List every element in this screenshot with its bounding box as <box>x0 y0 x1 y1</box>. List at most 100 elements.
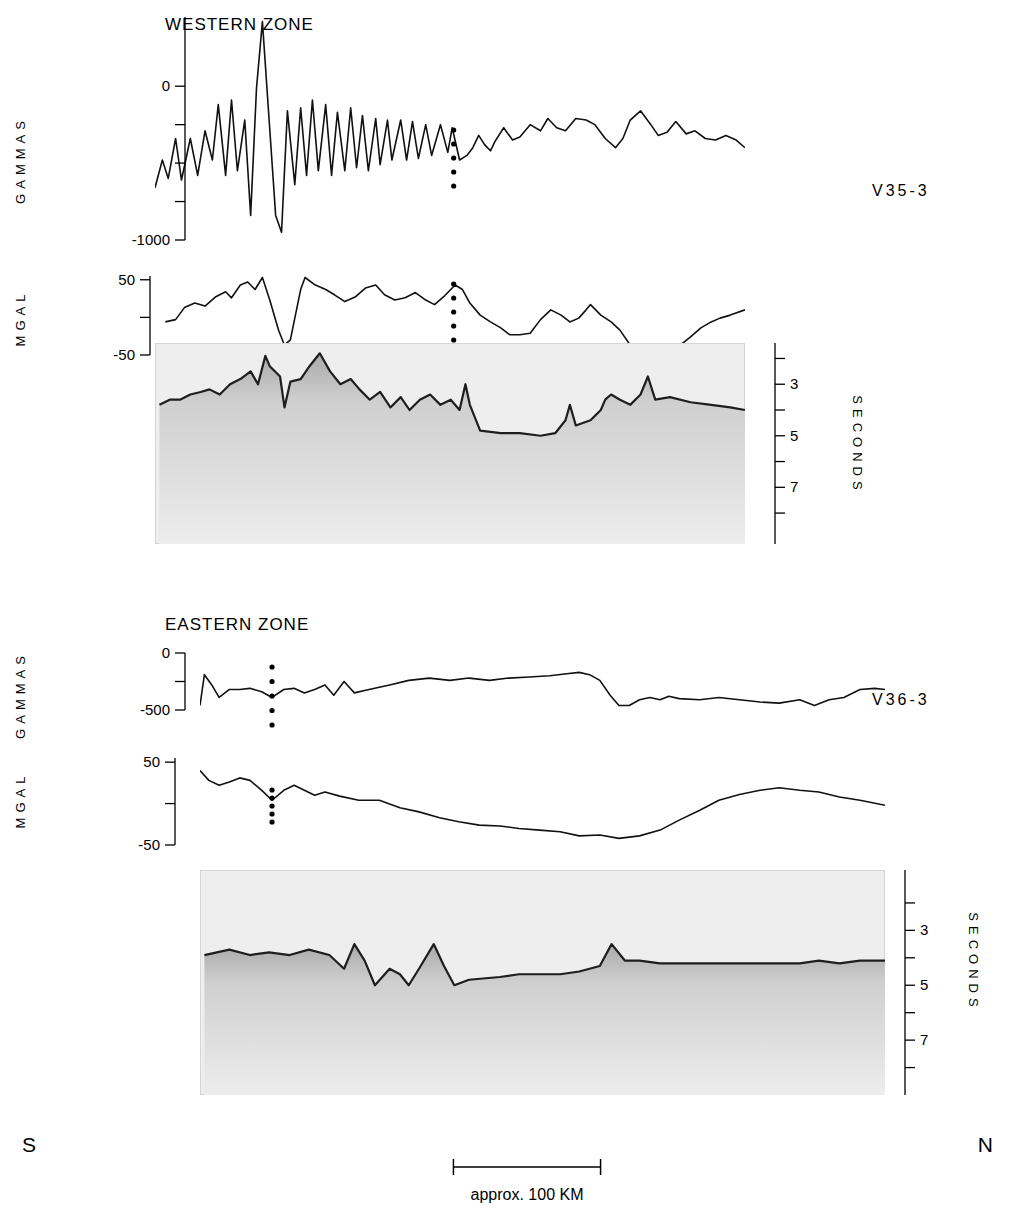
tick <box>165 761 175 762</box>
tick-label: 50 <box>118 271 135 288</box>
plot-area <box>200 672 885 705</box>
seismic-section <box>155 343 745 544</box>
boundary-dot <box>451 127 456 132</box>
boundary-dot <box>269 795 274 800</box>
axis-title: GAMMAS <box>13 651 28 739</box>
minor-tick <box>775 512 785 513</box>
tick-label: -1000 <box>132 231 170 248</box>
plot-area <box>200 770 885 838</box>
boundary-dot <box>451 295 456 300</box>
direction-label: S <box>22 1133 36 1156</box>
tick-label: 50 <box>143 753 160 770</box>
boundary-dot <box>269 722 274 727</box>
tick-label: -50 <box>113 346 135 363</box>
axis-title: GAMMAS <box>13 116 28 204</box>
y-axis: 3 5 7 <box>775 343 798 544</box>
minor-tick <box>775 409 785 410</box>
minor-tick <box>905 1012 915 1013</box>
axis-line <box>904 870 905 1095</box>
boundary-dot <box>451 141 456 146</box>
minor-tick <box>905 957 915 958</box>
y-axis: 0-500 <box>140 644 185 718</box>
panel: 0 -1000 GAMMAS WESTERN ZONE V35-3 <box>13 15 929 248</box>
tick <box>905 930 915 931</box>
axis-line <box>149 276 150 355</box>
tick <box>775 435 785 436</box>
minor-tick <box>775 358 785 359</box>
minor-tick <box>775 461 785 462</box>
sea-floor-reflector <box>159 353 745 435</box>
tick <box>175 652 185 653</box>
plot-area <box>155 22 745 233</box>
tick <box>165 844 175 845</box>
y-axis: 50 -50 <box>113 271 150 363</box>
sediment-area <box>159 353 745 544</box>
boundary-dot <box>269 819 274 824</box>
boundary-dot <box>451 337 456 342</box>
boundary-dot <box>269 787 274 792</box>
tick-label: 5 <box>790 427 798 444</box>
tick-label: 0 <box>162 644 170 661</box>
zone-title: EASTERN ZONE <box>165 615 309 634</box>
plot-area <box>155 343 745 544</box>
tick-label: -50 <box>138 836 160 853</box>
profile-line <box>200 672 885 705</box>
panel: 3 5 7 SECONDS <box>200 870 981 1095</box>
tick <box>905 985 915 986</box>
tick <box>140 354 150 355</box>
axis-title: MGAL <box>13 290 28 347</box>
minor-tick <box>165 803 175 804</box>
scale-bar: approx. 100 KM <box>453 1159 600 1203</box>
panel: 50 -50 MGAL <box>13 753 885 853</box>
tick <box>775 384 785 385</box>
minor-tick <box>905 902 915 903</box>
tick <box>175 709 185 710</box>
boundary-dot <box>451 183 456 188</box>
scale-bar-end <box>600 1159 602 1175</box>
axis-line <box>184 17 185 240</box>
tick-label: 3 <box>920 921 928 938</box>
minor-tick <box>175 681 185 682</box>
boundary-dot <box>269 679 274 684</box>
tick <box>140 279 150 280</box>
minor-tick <box>175 124 185 125</box>
y-axis: 0 -1000 <box>132 17 185 248</box>
axis-title: SECONDS <box>850 395 865 494</box>
boundary-dot <box>269 664 274 669</box>
sea-floor-reflector <box>204 944 885 985</box>
profile-line <box>155 22 745 233</box>
tick-label: 7 <box>790 478 798 495</box>
y-axis: 50 -50 <box>138 753 175 853</box>
tick-label: 3 <box>790 375 798 392</box>
panel: 3 5 7 SECONDS <box>155 343 865 544</box>
plot-area <box>200 870 885 1095</box>
tick-label: 7 <box>920 1031 928 1048</box>
boundary-dot <box>451 169 456 174</box>
seismic-section <box>200 870 885 1095</box>
boundary-dot <box>269 693 274 698</box>
profile-name: V36-3 <box>872 691 930 708</box>
minor-tick <box>140 317 150 318</box>
tick-label: 0 <box>162 77 170 94</box>
sediment-area <box>204 944 885 1095</box>
tick <box>175 239 185 240</box>
zone-title: WESTERN ZONE <box>165 15 314 34</box>
profile-name: V35-3 <box>872 182 930 199</box>
minor-tick <box>175 162 185 163</box>
tick <box>175 86 185 87</box>
tick <box>775 487 785 488</box>
boundary-dot <box>269 708 274 713</box>
panel: 0-500 GAMMAS EASTERN ZONE V36-3 <box>13 615 929 739</box>
boundary-dot <box>451 281 456 286</box>
axis-line <box>774 343 775 544</box>
axis-title: SECONDS <box>966 912 981 1011</box>
scale-bar-label: approx. 100 KM <box>471 1186 584 1203</box>
minor-tick <box>905 1067 915 1068</box>
tick-label: 5 <box>920 976 928 993</box>
minor-tick <box>175 201 185 202</box>
direction-label: N <box>978 1133 993 1156</box>
axis-title: MGAL <box>13 772 28 829</box>
axis-line <box>174 758 175 845</box>
boundary-dot <box>451 323 456 328</box>
scale-bar-line <box>453 1166 600 1168</box>
